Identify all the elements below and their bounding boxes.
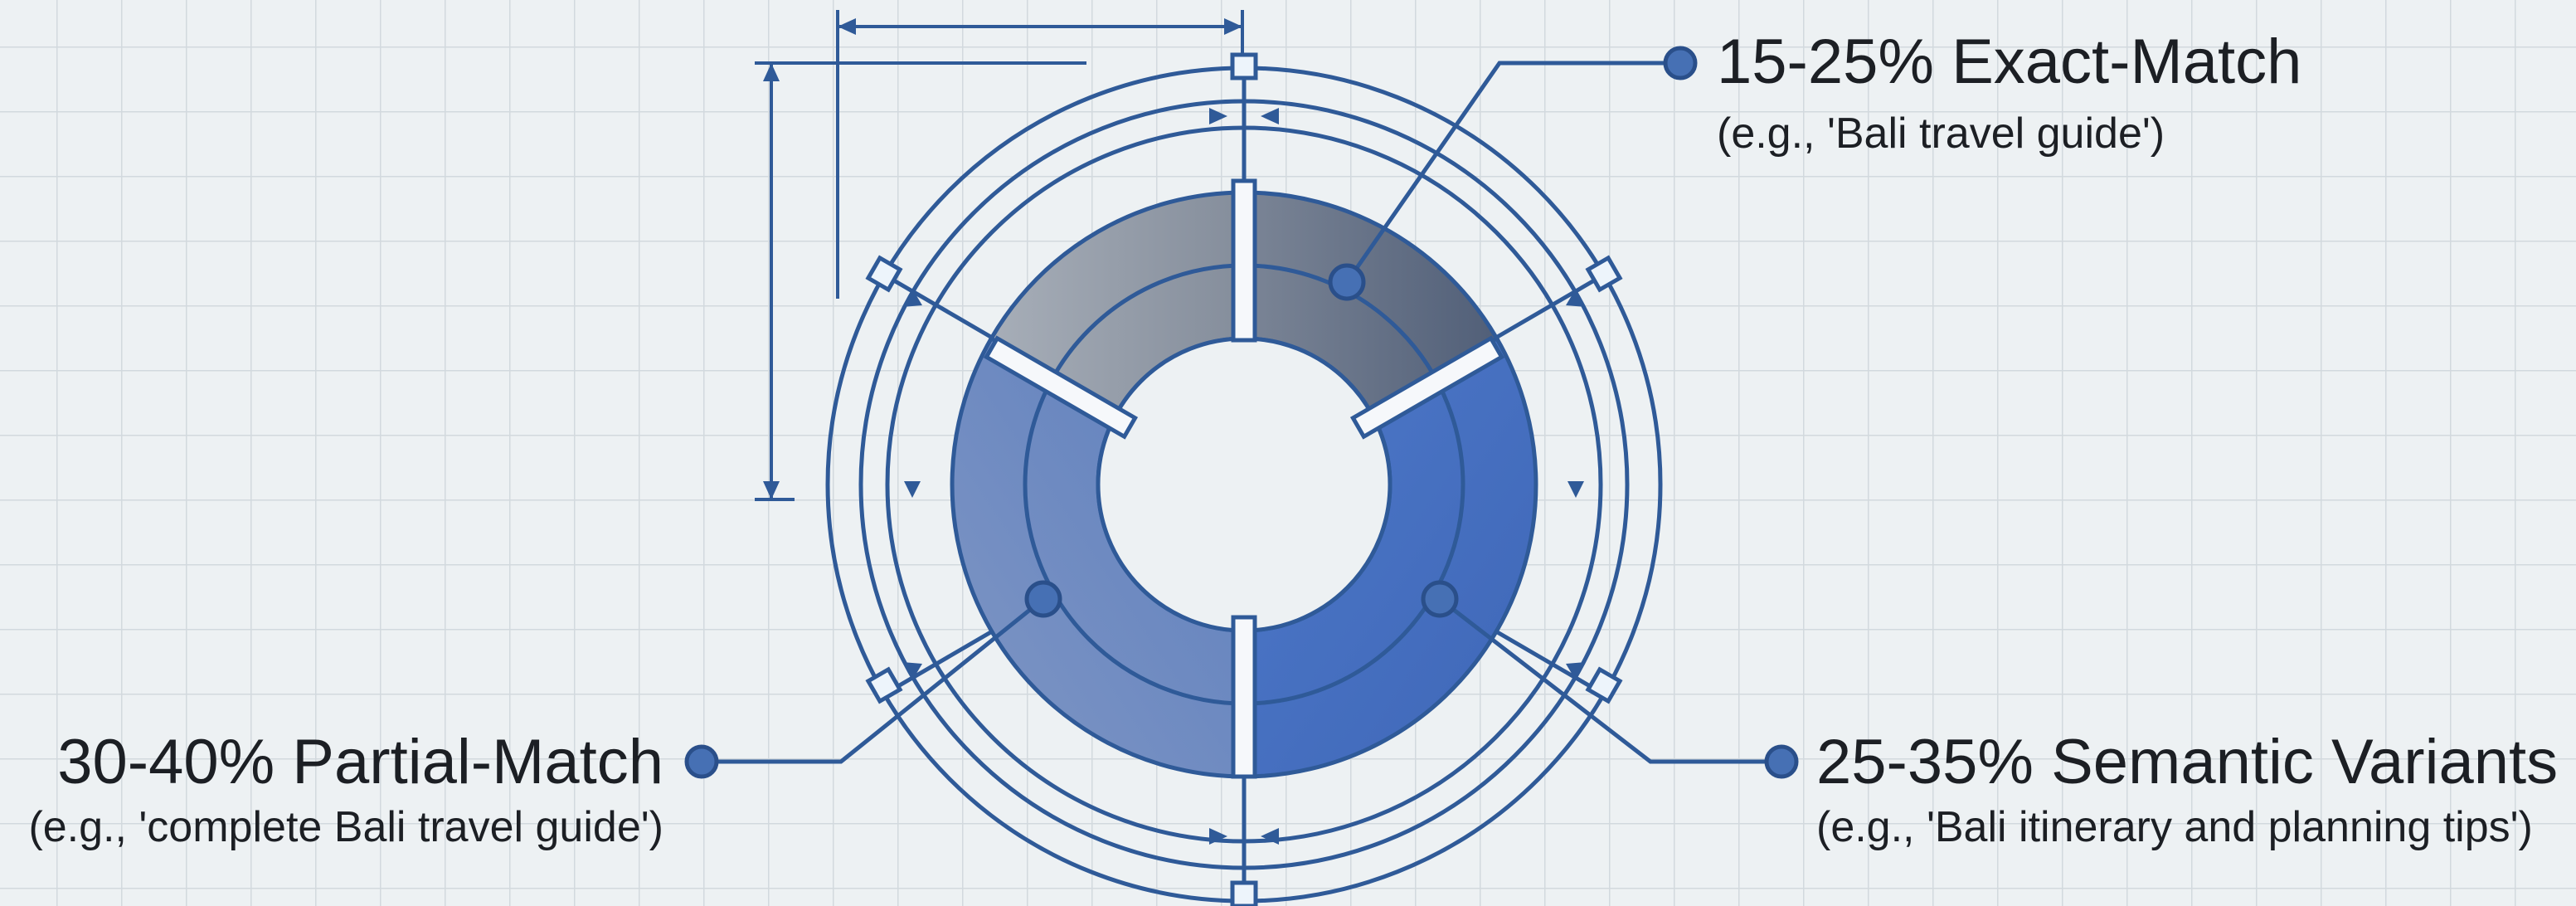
donut-chart (950, 190, 1538, 779)
ring-nodes (865, 52, 1623, 906)
ring-arrows (902, 108, 1586, 845)
semantic-variants-example: (e.g., 'Bali itinerary and planning tips… (1816, 803, 2533, 851)
callout-semantic-variants: 25-35% Semantic Variants (e.g., 'Bali it… (1421, 580, 2558, 851)
dimension-lines (755, 10, 1244, 501)
partial-match-example: (e.g., 'complete Bali travel guide') (28, 803, 663, 851)
semantic-variants-label: 25-35% Semantic Variants (1816, 727, 2558, 797)
exact-match-label: 15-25% Exact-Match (1717, 27, 2301, 97)
callout-partial-match: 30-40% Partial-Match (e.g., 'complete Ba… (28, 580, 1062, 851)
segment-dividers (983, 178, 1505, 779)
spokes (881, 60, 1607, 896)
callout-exact-match: 15-25% Exact-Match (e.g., 'Bali travel g… (1328, 27, 2301, 301)
exact-match-example: (e.g., 'Bali travel guide') (1717, 110, 2165, 158)
partial-match-label: 30-40% Partial-Match (57, 727, 663, 797)
